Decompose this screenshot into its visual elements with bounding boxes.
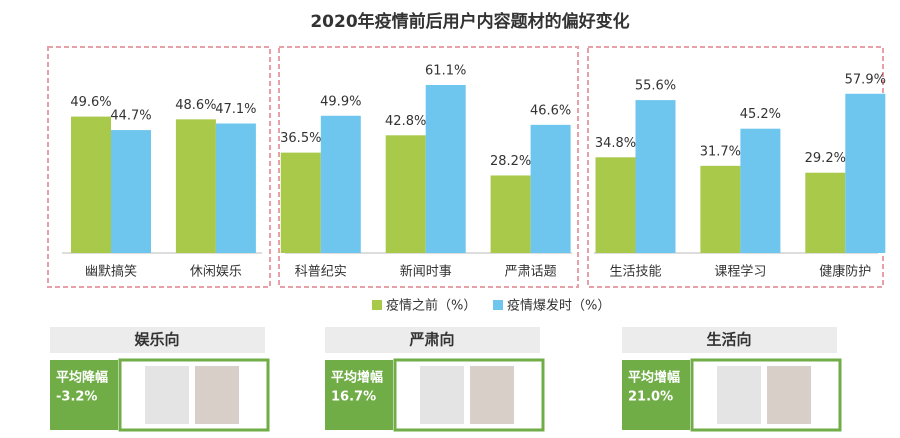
panel-title: 严肃向 (408, 331, 454, 349)
bar (635, 100, 676, 253)
bar (111, 130, 151, 253)
summary-box (325, 360, 393, 430)
x-tick-label: 严肃话题 (505, 265, 557, 280)
bar (71, 116, 111, 253)
group-frames (47, 46, 884, 288)
x-tick-label: 健康防护 (819, 264, 871, 280)
bar (805, 172, 846, 253)
bar (385, 135, 426, 253)
bar (320, 115, 361, 254)
x-tick-label: 新闻时事 (400, 264, 452, 280)
group-frame (587, 46, 884, 288)
value-label: 49.6% (70, 95, 111, 110)
panel-title: 娱乐向 (134, 331, 179, 349)
value-label: 45.2% (740, 107, 781, 122)
bar (175, 119, 216, 253)
summary-label: 平均增幅 (331, 370, 383, 386)
summary-value: -3.2% (56, 390, 97, 405)
bar (740, 128, 781, 253)
x-tick-label: 休闲娱乐 (190, 265, 242, 280)
value-label: 42.8% (385, 114, 426, 129)
screenshot-frame (118, 358, 270, 432)
screenshot-frame (690, 358, 842, 432)
value-label: 47.1% (215, 102, 256, 117)
screenshot (145, 366, 189, 424)
bar (425, 84, 466, 253)
value-label: 49.9% (320, 94, 361, 109)
value-label: 28.2% (490, 154, 531, 169)
screenshot (767, 366, 811, 424)
panel-header (50, 327, 265, 353)
bar (215, 123, 256, 253)
value-label: 57.9% (845, 72, 886, 87)
summary-label: 平均增幅 (628, 370, 680, 386)
bar (845, 93, 886, 254)
chart-title: 2020年疫情前后用户内容题材的偏好变化 (310, 11, 629, 32)
bar (530, 124, 571, 253)
screenshot-frame (393, 358, 545, 432)
value-label: 34.8% (595, 136, 636, 151)
summary-box (50, 360, 118, 430)
screenshot (717, 366, 761, 424)
legend-label: 疫情之前（%） (386, 298, 476, 314)
summary-box (622, 360, 690, 430)
bar (280, 152, 321, 253)
bar (700, 165, 741, 253)
panel-header (622, 327, 837, 353)
x-tick-label: 幽默搞笑 (85, 264, 137, 280)
legend-label: 疫情爆发时（%） (507, 298, 610, 314)
x-tick-label: 科普纪实 (295, 265, 347, 280)
legend-swatch (372, 300, 382, 310)
screenshot (420, 366, 464, 424)
panel-header (325, 327, 540, 353)
x-tick-label: 生活技能 (609, 265, 661, 280)
value-label: 46.6% (530, 103, 571, 118)
summary-value: 16.7% (331, 390, 376, 405)
legend-swatch (493, 300, 503, 310)
value-label: 36.5% (280, 131, 321, 146)
value-label: 44.7% (110, 109, 151, 124)
summary-label: 平均降幅 (56, 370, 108, 386)
group-frame (278, 46, 579, 288)
panel-title: 生活向 (706, 331, 751, 349)
bar (490, 175, 531, 253)
value-label: 48.6% (175, 98, 216, 113)
summary-value: 21.0% (628, 390, 673, 405)
x-tick-label: 课程学习 (714, 264, 766, 280)
value-label: 55.6% (635, 79, 676, 94)
value-label: 31.7% (700, 144, 741, 159)
value-label: 61.1% (425, 63, 466, 78)
value-label: 29.2% (805, 151, 846, 166)
bar (595, 157, 636, 253)
screenshot (470, 366, 514, 424)
screenshot (195, 366, 239, 424)
group-frame (47, 46, 271, 288)
